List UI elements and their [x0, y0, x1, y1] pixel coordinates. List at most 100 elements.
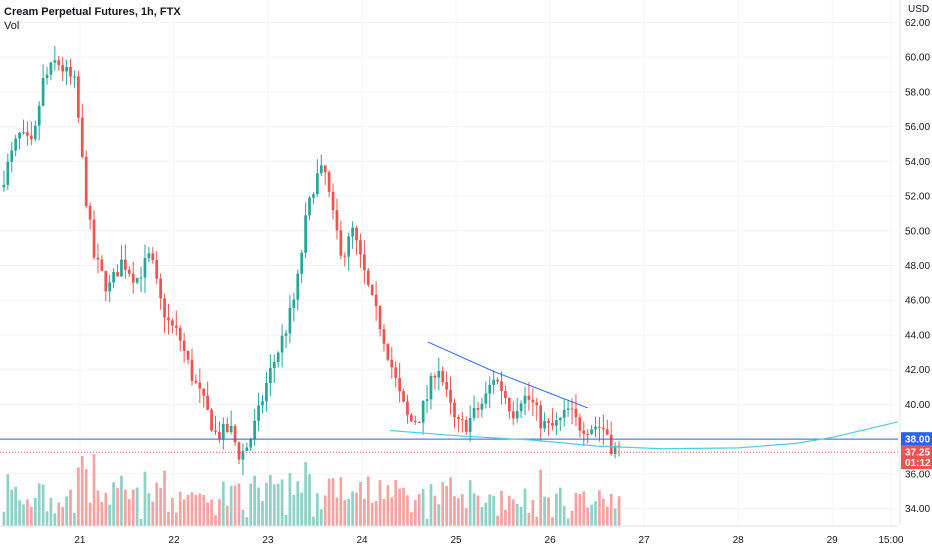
candle-body	[449, 389, 452, 403]
x-tick-label: 27	[639, 535, 651, 546]
volume-bar	[241, 509, 245, 526]
volume-bar	[429, 484, 433, 526]
candle-body	[519, 403, 523, 412]
volume-bar	[425, 518, 429, 526]
volume-bar	[504, 509, 507, 526]
volume-bar	[492, 495, 496, 526]
candle-body	[437, 370, 441, 378]
candle-body	[112, 271, 115, 283]
volume-bar	[566, 518, 570, 526]
y-tick-label: 56.00	[905, 122, 930, 133]
level-price-badge	[901, 432, 932, 447]
volume-bar	[22, 504, 25, 526]
candle-body	[433, 375, 437, 378]
candle-body	[10, 150, 14, 162]
candle-body	[116, 271, 119, 277]
volume-bar	[523, 488, 527, 526]
x-tick-label: 25	[450, 535, 462, 546]
trendline[interactable]	[427, 341, 588, 409]
candle-body	[155, 259, 159, 279]
candle-body	[547, 420, 550, 423]
volume-bar	[496, 515, 499, 526]
candle-body	[558, 417, 562, 421]
candle-body	[49, 62, 53, 75]
candle-body	[272, 362, 276, 369]
volume-bar	[225, 505, 229, 526]
candle-body	[339, 230, 343, 256]
volume-bar	[586, 507, 590, 526]
candle-body	[570, 408, 574, 410]
candle-body	[554, 420, 558, 426]
candle-body	[347, 236, 351, 257]
candle-body	[261, 401, 264, 406]
countdown-label: 01:12	[905, 458, 931, 469]
candle-body	[578, 417, 582, 431]
volume-bar	[464, 508, 468, 526]
candle-body	[182, 340, 186, 351]
volume-bar	[515, 503, 519, 526]
level-price-label: 38.00	[905, 435, 930, 446]
volume-bar	[159, 487, 162, 526]
current-price-badge	[901, 445, 932, 470]
volume-bar	[88, 502, 92, 526]
volume-bar	[480, 507, 484, 526]
volume-bar	[73, 512, 76, 526]
candle-body	[398, 377, 401, 392]
volume-bar	[437, 504, 441, 526]
volume-bar	[602, 498, 605, 526]
x-tick-label: 28	[733, 535, 745, 546]
volume-bar	[476, 495, 480, 526]
volume-bar	[421, 489, 425, 526]
candle-body	[241, 450, 245, 460]
volume-bar	[163, 470, 166, 526]
candle-body	[186, 350, 190, 360]
volume-bar	[315, 493, 319, 526]
candle-body	[84, 156, 88, 206]
symbol-title: Cream Perpetual Futures, 1h, FTX	[4, 6, 181, 18]
candle-body	[53, 60, 57, 63]
volume-bar	[45, 511, 49, 526]
volume-bar	[49, 497, 53, 526]
candle-body	[292, 299, 296, 308]
candle-body	[135, 278, 139, 283]
candle-body	[335, 210, 339, 231]
volume-bar	[308, 474, 311, 526]
candle-body	[127, 269, 131, 274]
candle-body	[265, 383, 268, 402]
volume-bar	[468, 480, 472, 526]
volume-bar	[84, 469, 88, 526]
volume-bar	[594, 501, 597, 526]
candle-body	[249, 439, 253, 448]
candle-body	[366, 270, 370, 285]
candle-body	[96, 257, 100, 260]
candle-body	[88, 205, 92, 220]
candle-body	[2, 184, 6, 188]
x-tick-label: 15:00	[878, 535, 903, 546]
volume-bar	[449, 477, 452, 526]
volume-bar	[229, 485, 233, 526]
candle-body	[151, 253, 155, 260]
volume-bar	[276, 483, 280, 526]
candle-body	[214, 430, 217, 432]
candle-body	[304, 215, 307, 253]
candle-body	[41, 78, 45, 106]
candle-body	[457, 417, 460, 420]
candle-body	[441, 370, 445, 382]
volume-bar	[460, 494, 464, 526]
volume-bar	[151, 501, 155, 526]
y-tick-label: 42.00	[905, 365, 930, 376]
projection-curve[interactable]	[390, 421, 899, 450]
candle-body	[323, 165, 327, 173]
candle-body	[594, 426, 597, 430]
volume-bar	[214, 515, 217, 526]
volume-bar	[57, 502, 61, 526]
volume-bar	[398, 488, 401, 526]
candle-body	[527, 395, 531, 400]
volume-bar	[186, 494, 190, 526]
volume-bar	[547, 497, 550, 526]
volume-bar	[339, 477, 343, 526]
volume-bar	[206, 502, 210, 526]
candle-body	[167, 317, 170, 321]
volume-bar	[433, 495, 437, 526]
